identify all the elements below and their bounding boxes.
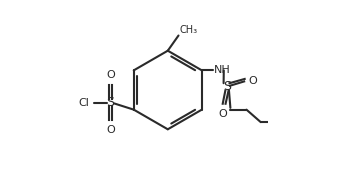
Text: O: O [218,109,227,119]
Text: S: S [106,96,115,109]
Text: O: O [248,76,257,86]
Text: O: O [106,70,115,80]
Text: O: O [106,125,115,135]
Text: S: S [223,80,231,93]
Text: Cl: Cl [78,98,89,107]
Text: NH: NH [214,65,231,75]
Text: CH₃: CH₃ [180,25,197,35]
